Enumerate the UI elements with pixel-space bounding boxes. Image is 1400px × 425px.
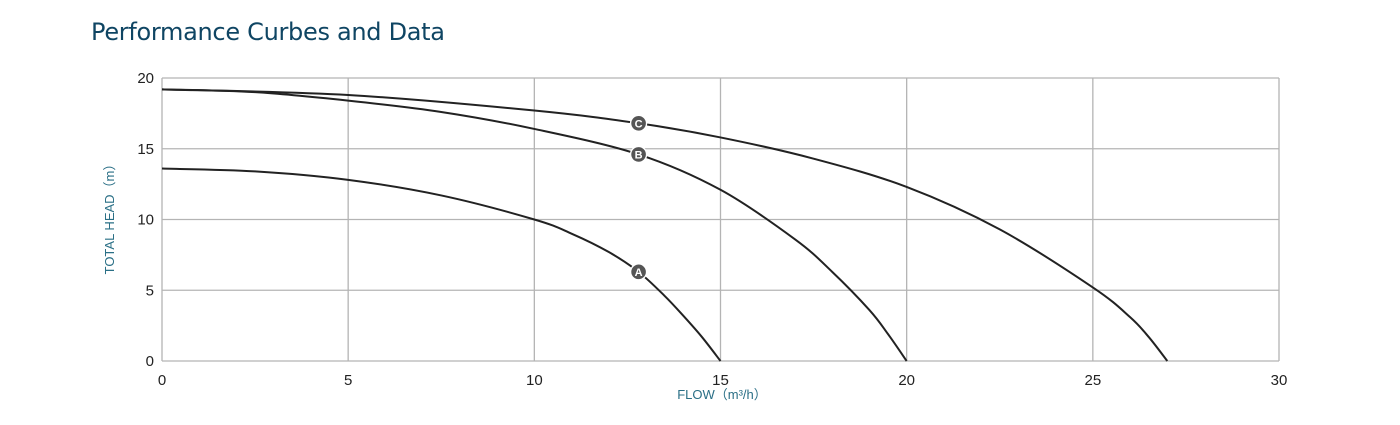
curves [161, 88, 1169, 362]
x-tick-label: 25 [1084, 372, 1101, 389]
curve-markers: A B C [629, 114, 648, 281]
x-axis-label: FLOW（m³/h） [677, 387, 767, 402]
y-tick-label: 20 [137, 70, 154, 87]
curve-c [161, 88, 1169, 362]
marker-label: A [635, 267, 643, 279]
marker-circle [629, 114, 648, 132]
marker-c: C [629, 114, 648, 132]
x-tick-label: 30 [1271, 372, 1288, 389]
x-tick-label: 20 [898, 372, 915, 389]
x-tick-label: 10 [526, 372, 543, 389]
grid [161, 77, 1280, 362]
marker-circle [629, 145, 648, 164]
marker-circle [629, 263, 648, 281]
x-tick-label: 5 [344, 372, 352, 389]
marker-a: A [629, 263, 648, 281]
y-tick-label: 0 [146, 353, 154, 370]
y-tick-label: 10 [137, 212, 154, 229]
x-tick-label: 15 [712, 372, 729, 389]
x-tick-label: 0 [158, 372, 166, 389]
marker-label: B [635, 149, 643, 161]
marker-b: B [629, 145, 648, 164]
page-title: Performance Curbes and Data [91, 18, 445, 46]
y-axis-label: TOTAL HEAD（m） [102, 158, 117, 275]
y-tick-label: 15 [137, 141, 154, 158]
y-axis-ticks: 0 5 10 15 20 [137, 70, 154, 370]
x-axis-ticks: 0 5 10 15 20 25 30 [158, 372, 1288, 389]
y-tick-label: 5 [146, 282, 154, 299]
curve-a [161, 167, 722, 362]
marker-label: C [635, 118, 643, 130]
